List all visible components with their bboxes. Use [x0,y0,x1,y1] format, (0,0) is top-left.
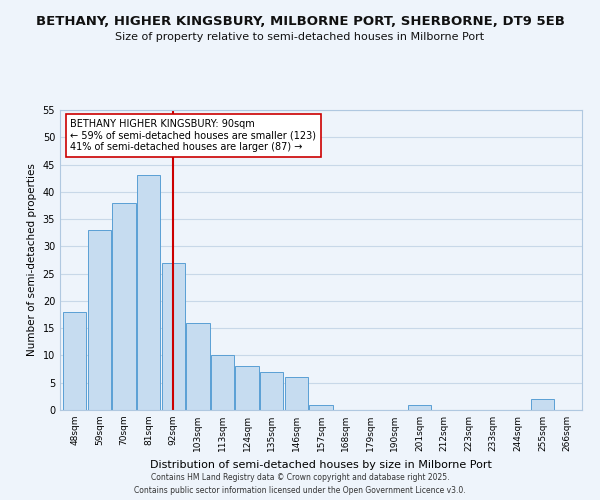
Bar [161,262,185,410]
Bar [63,312,86,410]
Bar [88,230,111,410]
Bar [137,176,160,410]
Bar [260,372,283,410]
X-axis label: Distribution of semi-detached houses by size in Milborne Port: Distribution of semi-detached houses by … [150,460,492,469]
Text: BETHANY HIGHER KINGSBURY: 90sqm
← 59% of semi-detached houses are smaller (123)
: BETHANY HIGHER KINGSBURY: 90sqm ← 59% of… [70,119,316,152]
Text: BETHANY, HIGHER KINGSBURY, MILBORNE PORT, SHERBORNE, DT9 5EB: BETHANY, HIGHER KINGSBURY, MILBORNE PORT… [35,15,565,28]
Bar [284,378,308,410]
Y-axis label: Number of semi-detached properties: Number of semi-detached properties [27,164,37,356]
Bar [408,404,431,410]
Text: Size of property relative to semi-detached houses in Milborne Port: Size of property relative to semi-detach… [115,32,485,42]
Bar [112,202,136,410]
Bar [186,322,209,410]
Bar [211,356,234,410]
Bar [310,404,332,410]
Bar [531,399,554,410]
Bar [235,366,259,410]
Text: Contains HM Land Registry data © Crown copyright and database right 2025.
Contai: Contains HM Land Registry data © Crown c… [134,474,466,495]
